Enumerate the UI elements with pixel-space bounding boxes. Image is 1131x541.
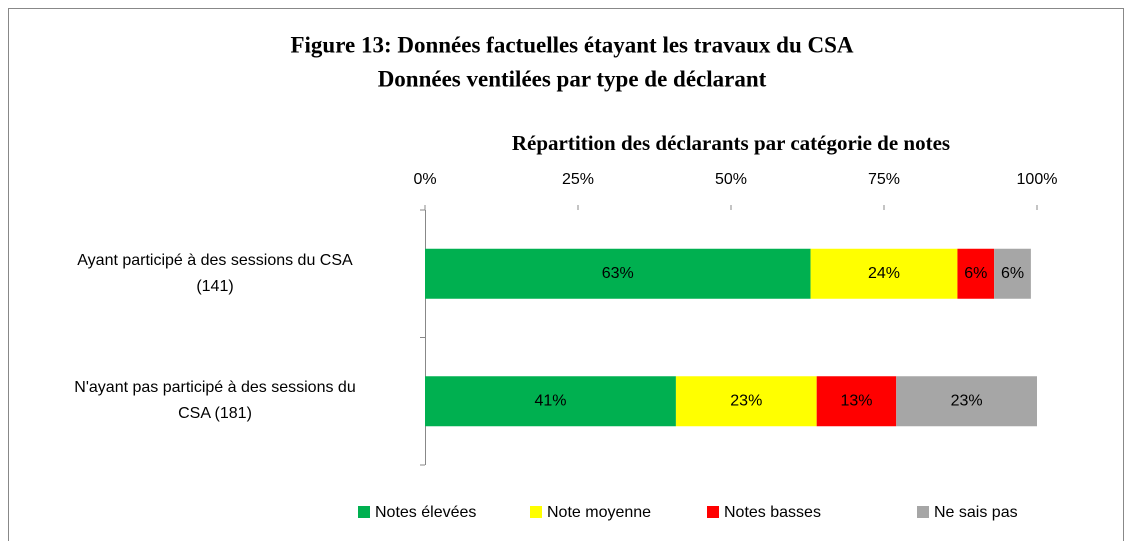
x-tick-label: 50%	[715, 171, 747, 188]
data-label: 63%	[602, 265, 634, 282]
frame	[8, 8, 1124, 541]
figure-title: Figure 13: Données factuelles étayant le…	[290, 32, 853, 57]
data-label: 6%	[964, 265, 987, 282]
legend-swatch	[917, 506, 929, 518]
bar-segment	[675, 376, 817, 427]
data-label: 24%	[868, 265, 900, 282]
data-label: 6%	[1001, 265, 1024, 282]
bar-segment	[816, 376, 897, 427]
x-tick-label: 0%	[413, 171, 436, 188]
bar-segment	[425, 376, 676, 427]
chart-title: Répartition des déclarants par catégorie…	[512, 131, 950, 155]
data-label: 23%	[730, 392, 762, 409]
bar-segment	[994, 248, 1031, 299]
x-tick-label: 25%	[562, 171, 594, 188]
x-tick-label: 100%	[1017, 171, 1058, 188]
bar-segment	[896, 376, 1037, 427]
figure-title: Données ventilées par type de déclarant	[378, 66, 767, 91]
bar-segment	[425, 248, 811, 299]
legend-swatch	[530, 506, 542, 518]
y-tick-label: Ayant participé à des sessions du CSA (1…	[77, 251, 353, 295]
data-label: 41%	[534, 392, 566, 409]
legend-swatch	[358, 506, 370, 518]
bar-segment	[810, 248, 958, 299]
y-tick-label: N'ayant pas participé à des sessions du …	[74, 379, 356, 423]
x-tick-label: 75%	[868, 171, 900, 188]
legend-label: Ne sais pas	[934, 504, 1018, 521]
bar-segment	[957, 248, 995, 299]
legend-label: Notes élevées	[375, 504, 476, 521]
legend-label: Note moyenne	[547, 504, 651, 521]
legend-swatch	[707, 506, 719, 518]
legend-label: Notes basses	[724, 504, 821, 521]
data-label: 13%	[840, 392, 872, 409]
data-label: 23%	[951, 392, 983, 409]
